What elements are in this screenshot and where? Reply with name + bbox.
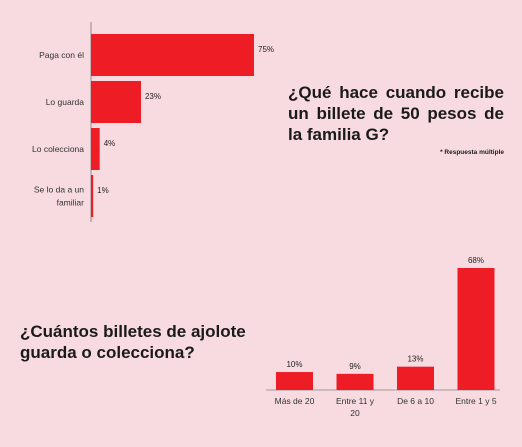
category-label-3: Entre 1 y 5 <box>455 396 496 406</box>
category-label-0: Más de 20 <box>275 396 315 406</box>
value-label-3: 1% <box>97 186 109 195</box>
value-label-2: 4% <box>104 139 116 148</box>
value-label-3: 68% <box>468 256 484 265</box>
value-label-0: 10% <box>286 360 302 369</box>
category-label-2: De 6 a 10 <box>397 396 434 406</box>
bar-2 <box>91 128 100 170</box>
value-label-2: 13% <box>407 355 423 364</box>
category-label-1: Entre 11 y <box>336 396 375 406</box>
chart-respuestas: Paga con él 75% Lo guarda 23% Lo colecciona 4… <box>32 22 274 222</box>
bar-2 <box>397 366 434 390</box>
chart-note: * Respuesta múltiple <box>440 149 504 156</box>
bar-1 <box>336 373 374 390</box>
bar-3 <box>457 268 495 390</box>
bar-1 <box>91 81 141 123</box>
bar-3 <box>91 175 94 217</box>
category-label-3: Se lo da a un <box>34 185 84 195</box>
value-label-1: 9% <box>349 362 361 371</box>
chart-title-2: ¿Cuántos billetes de ajolote guarda o co… <box>20 322 246 362</box>
category-label-0: Paga con él <box>39 50 84 60</box>
value-label-0: 75% <box>258 45 274 54</box>
category-label-2: Lo colecciona <box>32 144 84 154</box>
category-label-1: Lo guarda <box>46 97 85 107</box>
bar-0 <box>91 34 254 76</box>
chart-title-1: ¿Qué hace cuando recibe un billete de 50… <box>288 83 504 144</box>
category-label-1: 20 <box>350 408 360 418</box>
value-label-1: 23% <box>145 92 161 101</box>
bar-0 <box>276 372 313 390</box>
category-label-3: familiar <box>57 198 85 208</box>
